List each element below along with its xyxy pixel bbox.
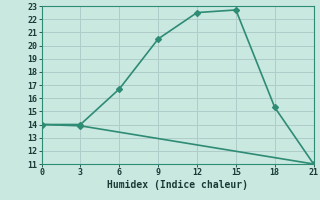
X-axis label: Humidex (Indice chaleur): Humidex (Indice chaleur) [107,180,248,190]
